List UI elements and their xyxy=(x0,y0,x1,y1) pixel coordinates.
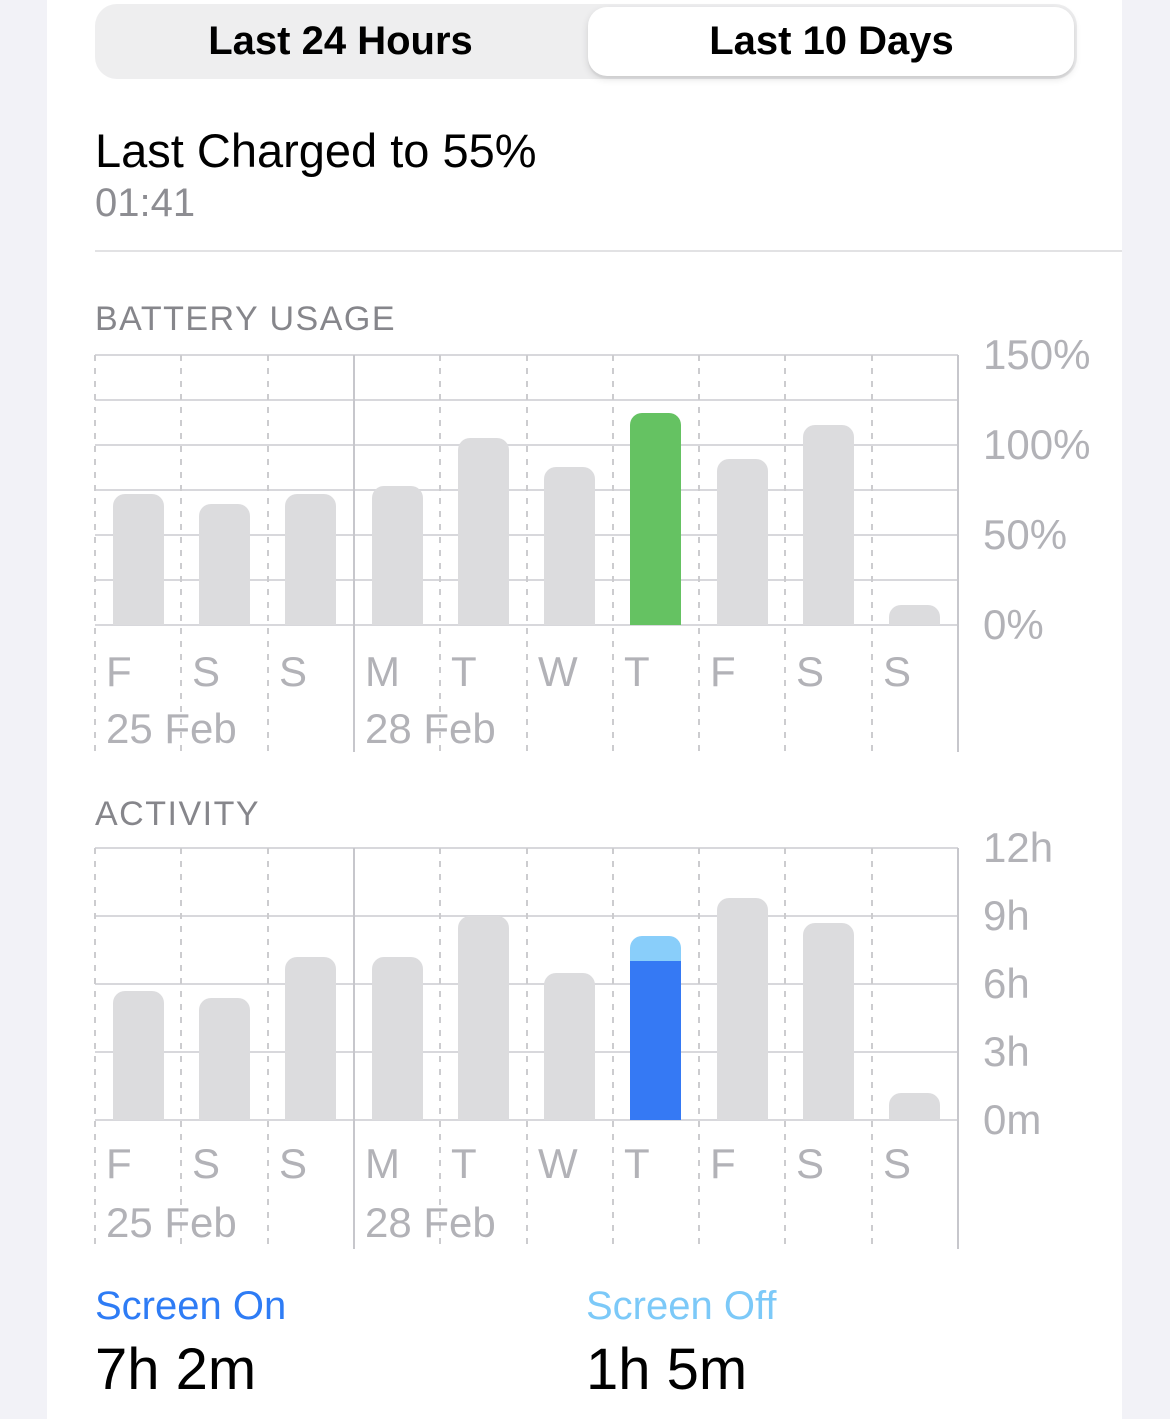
gridline-vertical-dashed xyxy=(439,355,441,752)
screen-off-label: Screen Off xyxy=(586,1284,777,1328)
x-axis-date-label: 25 Feb xyxy=(106,1199,237,1246)
x-axis-day-label: S xyxy=(192,648,221,695)
tab-last-24-hours[interactable]: Last 24 Hours xyxy=(208,19,473,63)
x-axis-day-label: S xyxy=(883,1140,912,1187)
x-axis-day-label: F xyxy=(710,1140,736,1187)
activity-bar-F[interactable] xyxy=(717,898,768,1120)
y-axis-label: 0m xyxy=(983,1096,1042,1143)
battery-usage-bar-F[interactable] xyxy=(113,494,164,625)
gridline-vertical-dashed xyxy=(267,848,269,1249)
gridline-vertical-dashed xyxy=(612,848,614,1249)
x-axis-day-label: F xyxy=(106,1140,132,1187)
y-axis-label: 12h xyxy=(983,824,1054,871)
x-axis-day-label: T xyxy=(624,1140,650,1187)
tab-last-10-days[interactable]: Last 10 Days xyxy=(709,19,954,63)
x-axis-day-label: S xyxy=(279,1140,308,1187)
battery-usage-bar-F[interactable] xyxy=(717,459,768,625)
activity-bar-S[interactable] xyxy=(803,923,854,1120)
activity-bar-S[interactable] xyxy=(889,1093,940,1120)
battery-usage-bar-M[interactable] xyxy=(372,486,423,625)
screen-off-bar-segment xyxy=(630,936,681,961)
battery-usage-bar-S[interactable] xyxy=(285,494,336,625)
y-axis-label: 0% xyxy=(983,601,1044,648)
x-axis-day-label: T xyxy=(624,648,650,695)
x-axis-date-label: 25 Feb xyxy=(106,705,237,752)
gridline-vertical-dashed xyxy=(871,355,873,752)
gridline-vertical-dashed xyxy=(526,355,528,752)
activity-bar-W[interactable] xyxy=(544,973,595,1120)
y-axis-label: 6h xyxy=(983,960,1030,1007)
x-axis-day-label: S xyxy=(279,648,308,695)
y-axis-label: 3h xyxy=(983,1028,1030,1075)
battery-usage-bar-T[interactable] xyxy=(458,438,509,625)
gridline-horizontal xyxy=(95,847,958,849)
activity-bar-T[interactable] xyxy=(458,916,509,1120)
x-axis-day-label: S xyxy=(796,648,825,695)
gridline-horizontal xyxy=(95,399,958,401)
x-axis-day-label: T xyxy=(451,1140,477,1187)
screen-on-label: Screen On xyxy=(95,1284,287,1328)
x-axis-date-label: 28 Feb xyxy=(365,705,496,752)
gridline-vertical-dashed xyxy=(267,355,269,752)
x-axis-day-label: M xyxy=(365,1140,400,1187)
x-axis-date-label: 28 Feb xyxy=(365,1199,496,1246)
section-divider xyxy=(95,250,1122,252)
battery-usage-bar-S[interactable] xyxy=(199,504,250,625)
gridline-horizontal xyxy=(95,354,958,356)
left-margin-strip xyxy=(0,0,47,1419)
gridline-vertical-dashed xyxy=(871,848,873,1249)
y-axis-label: 150% xyxy=(983,331,1091,378)
gridline-vertical-dashed xyxy=(784,848,786,1249)
gridline-vertical-dashed xyxy=(612,355,614,752)
y-axis-label: 100% xyxy=(983,421,1091,468)
gridline-vertical-dashed xyxy=(698,355,700,752)
activity-section-title: ACTIVITY xyxy=(95,795,261,833)
screen-on-bar-segment xyxy=(630,961,681,1120)
activity-bar-S[interactable] xyxy=(285,957,336,1120)
gridline-vertical-dashed xyxy=(698,848,700,1249)
y-axis-label: 50% xyxy=(983,511,1068,558)
battery-usage-bar-T-selected[interactable] xyxy=(630,413,681,625)
gridline-vertical-solid xyxy=(957,355,959,752)
selected-segment-pill xyxy=(588,7,1074,76)
gridline-vertical-solid xyxy=(353,355,355,752)
battery-usage-section-title: BATTERY USAGE xyxy=(95,300,397,338)
last-charged-time: 01:41 xyxy=(95,181,196,225)
activity-bar-S[interactable] xyxy=(199,998,250,1120)
last-charged-title: Last Charged to 55% xyxy=(95,124,537,177)
x-axis-day-label: W xyxy=(538,648,578,695)
gridline-vertical-dashed xyxy=(94,848,96,1249)
gridline-vertical-dashed xyxy=(94,355,96,752)
time-range-segmented-control[interactable]: Last 24 Hours Last 10 Days xyxy=(95,4,1077,79)
gridline-vertical-dashed xyxy=(180,355,182,752)
x-axis-day-label: S xyxy=(796,1140,825,1187)
gridline-vertical-dashed xyxy=(439,848,441,1249)
gridline-horizontal xyxy=(95,915,958,917)
right-margin-strip xyxy=(1122,0,1170,1419)
x-axis-day-label: F xyxy=(106,648,132,695)
x-axis-day-label: T xyxy=(451,648,477,695)
activity-bar-F[interactable] xyxy=(113,991,164,1120)
x-axis-day-label: M xyxy=(365,648,400,695)
x-axis-day-label: F xyxy=(710,648,736,695)
y-axis-label: 9h xyxy=(983,892,1030,939)
gridline-vertical-dashed xyxy=(526,848,528,1249)
screen-on-value: 7h 2m xyxy=(95,1337,257,1402)
x-axis-day-label: S xyxy=(192,1140,221,1187)
gridline-vertical-solid xyxy=(353,848,355,1249)
x-axis-day-label: S xyxy=(883,648,912,695)
activity-bar-M[interactable] xyxy=(372,957,423,1120)
gridline-vertical-dashed xyxy=(784,355,786,752)
activity-bar-T-selected[interactable] xyxy=(630,936,681,1120)
screen-off-value: 1h 5m xyxy=(586,1337,748,1402)
gridline-vertical-dashed xyxy=(180,848,182,1249)
battery-usage-bar-S[interactable] xyxy=(889,605,940,625)
battery-usage-bar-S[interactable] xyxy=(803,425,854,625)
gridline-vertical-solid xyxy=(957,848,959,1249)
x-axis-day-label: W xyxy=(538,1140,578,1187)
battery-usage-bar-W[interactable] xyxy=(544,467,595,625)
